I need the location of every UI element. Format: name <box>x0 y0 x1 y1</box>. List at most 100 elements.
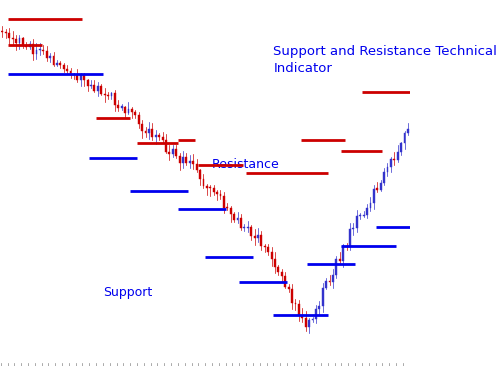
Bar <box>336 259 337 276</box>
Bar <box>261 235 262 246</box>
Bar <box>311 319 313 320</box>
Bar <box>393 159 395 160</box>
Bar <box>128 109 130 113</box>
Bar <box>349 229 351 247</box>
Bar <box>359 215 361 216</box>
Bar <box>117 105 119 108</box>
Bar <box>189 161 191 163</box>
Bar <box>233 214 235 220</box>
Bar <box>196 164 198 170</box>
Bar <box>32 44 34 54</box>
Bar <box>380 184 382 189</box>
Bar <box>250 227 252 236</box>
Bar <box>342 246 344 261</box>
Bar <box>2 31 4 32</box>
Bar <box>49 55 51 58</box>
Bar <box>185 157 187 163</box>
Bar <box>39 49 41 50</box>
Bar <box>257 235 259 238</box>
Bar <box>151 128 153 137</box>
Bar <box>254 236 256 238</box>
Bar <box>363 215 364 216</box>
Bar <box>213 188 215 192</box>
Bar <box>29 44 31 47</box>
Bar <box>168 152 170 155</box>
Text: Resistance: Resistance <box>212 158 280 171</box>
Bar <box>383 172 385 184</box>
Bar <box>332 276 334 282</box>
Bar <box>240 218 242 228</box>
Bar <box>339 259 341 261</box>
Bar <box>400 143 402 152</box>
Bar <box>369 203 371 207</box>
Bar <box>162 137 163 140</box>
Bar <box>56 63 58 65</box>
Bar <box>281 272 283 276</box>
Bar <box>73 74 75 75</box>
Bar <box>52 55 54 65</box>
Bar <box>42 50 44 51</box>
Bar <box>77 75 78 80</box>
Bar <box>294 303 296 304</box>
Bar <box>220 194 221 196</box>
Bar <box>22 39 24 46</box>
Bar <box>291 289 293 303</box>
Bar <box>145 131 147 133</box>
Bar <box>387 167 389 172</box>
Bar <box>141 124 143 131</box>
Text: Support: Support <box>103 286 152 299</box>
Bar <box>223 196 225 208</box>
Bar <box>264 246 266 247</box>
Bar <box>274 259 276 267</box>
Bar <box>390 159 392 167</box>
Bar <box>308 320 310 327</box>
Bar <box>267 247 269 252</box>
Bar <box>93 85 95 91</box>
Bar <box>87 80 89 86</box>
Bar <box>301 315 303 318</box>
Bar <box>271 252 273 259</box>
Bar <box>319 306 320 309</box>
Bar <box>107 95 109 96</box>
Bar <box>325 281 327 288</box>
Bar <box>226 207 228 208</box>
Bar <box>278 267 279 272</box>
Bar <box>83 75 85 80</box>
Bar <box>80 75 82 80</box>
Bar <box>209 187 211 188</box>
Bar <box>288 287 290 289</box>
Bar <box>178 156 180 163</box>
Bar <box>138 115 140 124</box>
Bar <box>36 50 37 54</box>
Bar <box>373 189 375 203</box>
Bar <box>100 86 102 94</box>
Text: Support and Resistance Technical
Indicator: Support and Resistance Technical Indicat… <box>273 44 497 75</box>
Bar <box>135 112 136 115</box>
Bar <box>206 186 208 188</box>
Bar <box>230 208 232 214</box>
Bar <box>104 94 105 95</box>
Bar <box>305 318 306 327</box>
Bar <box>172 149 174 155</box>
Bar <box>165 140 167 152</box>
Bar <box>110 93 112 96</box>
Bar <box>243 227 245 228</box>
Bar <box>131 109 133 112</box>
Bar <box>46 51 48 58</box>
Bar <box>5 32 7 33</box>
Bar <box>70 71 72 75</box>
Bar <box>155 135 157 137</box>
Bar <box>404 132 405 143</box>
Bar <box>15 39 17 43</box>
Bar <box>199 170 201 179</box>
Bar <box>284 276 286 287</box>
Bar <box>158 135 160 137</box>
Bar <box>63 65 65 69</box>
Bar <box>12 38 14 39</box>
Bar <box>352 228 354 229</box>
Bar <box>66 69 68 71</box>
Bar <box>124 107 126 113</box>
Bar <box>397 152 399 160</box>
Bar <box>366 207 368 215</box>
Bar <box>247 226 248 228</box>
